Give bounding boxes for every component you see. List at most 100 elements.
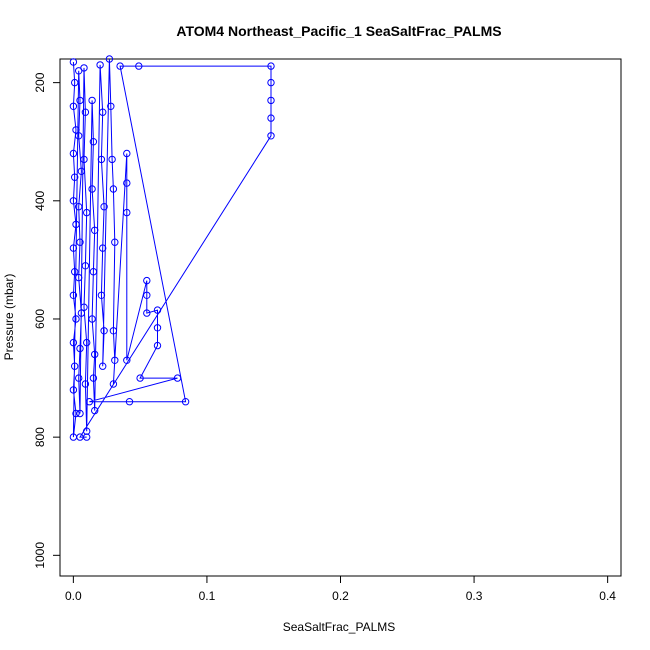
data-point bbox=[108, 155, 116, 164]
data-point bbox=[81, 108, 90, 116]
data-point bbox=[72, 409, 80, 418]
data-point bbox=[69, 386, 78, 394]
data-point bbox=[72, 315, 80, 323]
chart-title: ATOM4 Northeast_Pacific_1 SeaSaltFrac_PA… bbox=[176, 23, 501, 39]
data-point bbox=[91, 350, 99, 359]
data-point bbox=[97, 155, 106, 164]
y-tick-label: 200 bbox=[33, 72, 47, 92]
y-axis: 200 400 600 800 1000 bbox=[33, 72, 61, 569]
plot-frame bbox=[59, 58, 622, 577]
data-point bbox=[81, 262, 90, 270]
data-point bbox=[107, 102, 115, 111]
data-point bbox=[83, 208, 91, 217]
data-point bbox=[143, 291, 151, 299]
data-point bbox=[109, 185, 118, 193]
data-point bbox=[105, 55, 114, 63]
y-tick-label: 800 bbox=[33, 427, 47, 447]
data-point bbox=[267, 62, 275, 70]
data-point bbox=[71, 268, 79, 276]
data-point bbox=[75, 374, 83, 382]
data-point bbox=[100, 203, 108, 211]
data-point bbox=[89, 138, 98, 146]
data-point bbox=[71, 173, 79, 181]
data-point bbox=[69, 197, 78, 205]
data-point bbox=[123, 179, 131, 187]
data-point bbox=[97, 291, 106, 299]
data-point bbox=[83, 338, 91, 347]
data-point bbox=[88, 315, 96, 323]
data-point bbox=[83, 433, 91, 441]
data-point bbox=[109, 327, 118, 335]
data-point bbox=[123, 356, 131, 364]
data-point bbox=[69, 102, 78, 111]
data-point bbox=[123, 208, 131, 217]
data-point bbox=[135, 62, 143, 70]
data-point bbox=[75, 203, 83, 211]
data-point bbox=[80, 64, 88, 72]
y-tick-label: 400 bbox=[33, 190, 47, 210]
data-point bbox=[88, 96, 96, 105]
data-point bbox=[99, 244, 107, 252]
data-point bbox=[96, 61, 104, 69]
data-point bbox=[143, 276, 151, 285]
data-point bbox=[76, 409, 84, 418]
y-axis-label: Pressure (mbar) bbox=[2, 274, 16, 361]
data-point bbox=[75, 132, 83, 140]
data-point bbox=[116, 62, 124, 70]
data-point bbox=[76, 96, 84, 105]
data-point bbox=[267, 96, 275, 105]
data-point bbox=[267, 114, 275, 122]
data-point bbox=[75, 273, 83, 282]
data-point bbox=[143, 309, 151, 317]
data-point bbox=[89, 268, 98, 276]
x-tick-label: 0.1 bbox=[199, 589, 216, 603]
data-point bbox=[125, 398, 134, 406]
data-point bbox=[173, 374, 182, 382]
data-point bbox=[136, 374, 144, 382]
x-tick-label: 0.2 bbox=[332, 589, 349, 603]
data-point bbox=[153, 341, 162, 350]
data-point bbox=[69, 338, 78, 347]
data-point bbox=[85, 398, 94, 406]
data-point bbox=[69, 291, 78, 299]
data-point bbox=[71, 78, 79, 87]
data-point bbox=[76, 238, 84, 246]
data-point bbox=[267, 132, 275, 140]
data-point bbox=[77, 309, 86, 317]
data-point bbox=[181, 398, 190, 406]
data-point bbox=[88, 185, 96, 193]
data-point bbox=[123, 149, 131, 158]
y-tick-label: 1000 bbox=[33, 542, 47, 569]
data-point bbox=[72, 126, 80, 134]
data-point bbox=[153, 324, 162, 332]
data-point bbox=[69, 58, 78, 66]
data-point bbox=[76, 344, 84, 353]
data-point bbox=[91, 226, 99, 235]
data-point bbox=[111, 356, 119, 364]
data-point bbox=[81, 380, 90, 388]
series-layer bbox=[69, 55, 275, 441]
data-point bbox=[109, 380, 118, 388]
data-point bbox=[153, 306, 162, 314]
data-point bbox=[99, 362, 107, 370]
x-tick-label: 0.4 bbox=[599, 589, 616, 603]
x-tick-label: 0.3 bbox=[466, 589, 483, 603]
data-point bbox=[69, 149, 78, 158]
data-point bbox=[89, 374, 98, 382]
x-axis-label: SeaSaltFrac_PALMS bbox=[283, 620, 396, 634]
data-point bbox=[99, 108, 107, 116]
y-tick-label: 600 bbox=[33, 309, 47, 329]
data-point bbox=[71, 362, 79, 370]
x-tick-label: 0.0 bbox=[65, 589, 82, 603]
data-point bbox=[91, 406, 99, 415]
data-point bbox=[72, 220, 80, 229]
data-point bbox=[267, 78, 275, 87]
data-point bbox=[77, 167, 86, 176]
data-point bbox=[80, 303, 88, 311]
x-axis: 0.0 0.1 0.2 0.3 0.4 bbox=[65, 575, 616, 603]
data-point bbox=[69, 244, 78, 252]
data-point bbox=[111, 238, 119, 246]
data-point bbox=[100, 327, 108, 335]
data-point bbox=[80, 155, 88, 164]
